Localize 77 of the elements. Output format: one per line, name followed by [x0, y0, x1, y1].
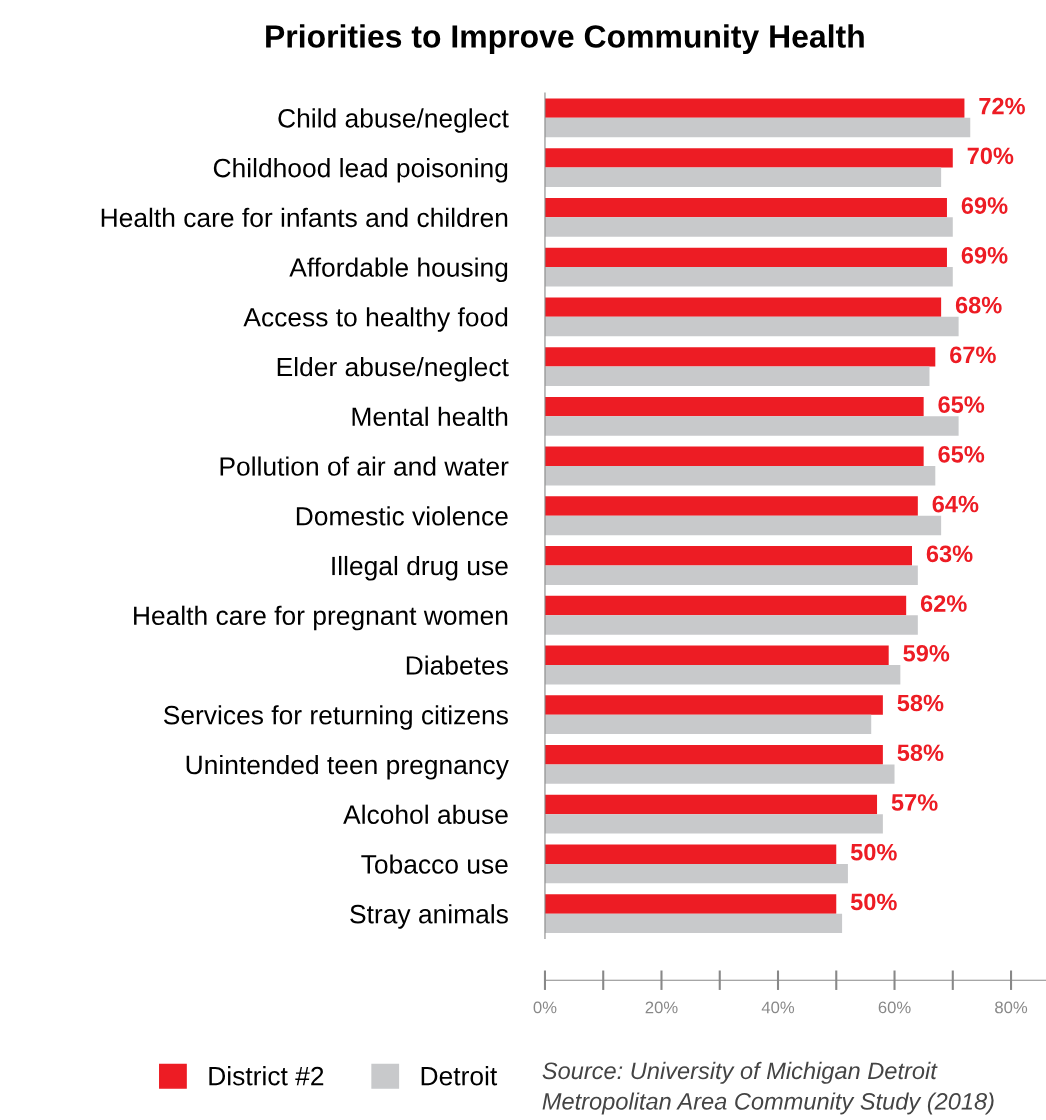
bar — [544, 515, 942, 536]
bar — [544, 565, 918, 585]
bar — [544, 595, 907, 616]
y-tick-label: Illegal drug use — [332, 555, 508, 581]
data-label: 57% — [891, 794, 938, 811]
bar — [544, 546, 912, 566]
data-label: 58% — [897, 744, 944, 762]
x-tick-label: 40% — [761, 1001, 795, 1014]
bar — [544, 913, 843, 934]
bar — [544, 117, 971, 138]
data-label: 58% — [897, 694, 944, 712]
data-label: 65% — [938, 445, 985, 463]
bar — [544, 695, 883, 715]
bar — [544, 416, 959, 436]
bar — [544, 714, 872, 735]
y-tick-label: Unintended teen pregnancy — [186, 754, 509, 780]
bar — [544, 347, 936, 367]
bar — [544, 794, 878, 815]
bar — [544, 466, 936, 486]
x-tick-label: 60% — [878, 1001, 911, 1014]
y-tick-label: Affordable housing — [289, 257, 508, 283]
data-label: 69% — [961, 197, 1008, 214]
data-label: 72% — [979, 97, 1025, 115]
y-tick-label: Health care for infants and children — [101, 207, 508, 228]
data-label: 62% — [920, 595, 967, 612]
bar — [544, 366, 930, 386]
x-tick-label: 80% — [995, 1001, 1028, 1014]
y-tick-label: Pollution of air and water — [220, 456, 509, 476]
bar — [544, 615, 918, 635]
bar — [544, 844, 837, 864]
chart-title: Priorities to Improve Community Health — [266, 24, 864, 55]
y-tick-label: Child abuse/neglect — [278, 108, 509, 133]
y-tick-label: Health care for pregnant women — [134, 605, 508, 631]
data-label: 70% — [967, 147, 1014, 165]
y-tick-label: Elder abuse/neglect — [277, 356, 509, 382]
y-tick-label: Stray animals — [350, 904, 508, 929]
y-tick-label: Access to healthy food — [243, 307, 508, 332]
data-label: 67% — [950, 346, 996, 364]
bar — [544, 297, 942, 317]
data-label: 50% — [850, 843, 897, 861]
bar — [544, 267, 953, 287]
bar — [544, 148, 953, 168]
data-label: 59% — [903, 644, 950, 662]
source-note: Source: University of Michigan Detroit Metropolitan Area Community Study (2018) — [542, 1061, 994, 1115]
y-tick-label: Alcohol abuse — [343, 804, 508, 825]
bar — [544, 814, 883, 834]
data-label: 64% — [932, 495, 979, 513]
y-tick-label: Tobacco use — [361, 854, 508, 874]
x-tick-label: 0% — [533, 1001, 557, 1014]
legend-label: Detroit — [421, 1066, 498, 1086]
bar — [544, 167, 942, 187]
bar — [544, 217, 953, 237]
bar — [544, 247, 947, 268]
data-label: 68% — [955, 296, 1002, 314]
bar — [544, 863, 848, 884]
bar — [544, 316, 959, 337]
bar — [544, 764, 895, 784]
bar — [544, 496, 918, 516]
data-label: 63% — [926, 545, 973, 563]
bar — [544, 98, 965, 118]
y-tick-label: Childhood lead poisoning — [213, 158, 508, 183]
bar — [544, 894, 837, 914]
bar — [544, 664, 901, 685]
y-tick-label: Services for returning citizens — [163, 705, 508, 730]
y-tick-label: Mental health — [352, 406, 508, 427]
legend-label: District #2 — [209, 1066, 324, 1086]
x-tick-label: 20% — [645, 1001, 678, 1014]
bar — [544, 745, 883, 765]
data-label: 65% — [938, 396, 985, 413]
bar — [544, 197, 947, 218]
bar — [544, 645, 889, 665]
y-tick-label: Domestic violence — [296, 506, 508, 526]
bar — [544, 446, 924, 467]
data-label: 69% — [961, 246, 1008, 264]
y-tick-label: Diabetes — [406, 655, 508, 675]
bar — [544, 396, 924, 417]
data-label: 50% — [850, 893, 897, 911]
